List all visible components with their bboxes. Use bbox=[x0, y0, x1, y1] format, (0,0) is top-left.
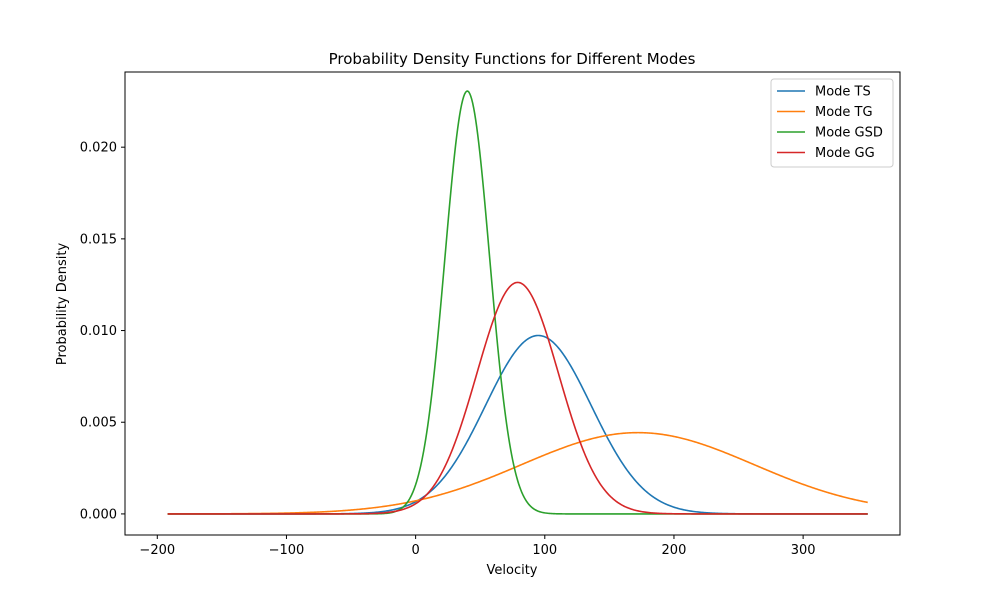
x-tick-label: −100 bbox=[269, 543, 305, 558]
plot-frame bbox=[124, 71, 901, 536]
series-line-mode-gg bbox=[167, 281, 868, 515]
plot-lines bbox=[167, 90, 868, 515]
legend-label: Mode GSD bbox=[815, 126, 883, 141]
x-tick-label: 300 bbox=[791, 543, 816, 558]
y-tick-label: 0.000 bbox=[80, 507, 117, 522]
legend-box bbox=[770, 78, 894, 168]
y-axis-title: Probability Density bbox=[55, 243, 70, 366]
legend-label: Mode TG bbox=[815, 105, 873, 120]
x-tick-label: 200 bbox=[662, 543, 687, 558]
legend-label: Mode GG bbox=[815, 146, 875, 161]
legend-items: Mode TS Mode TG Mode GSD Mode GG bbox=[777, 85, 883, 161]
y-axis: 0.000 0.005 0.010 0.015 0.020 bbox=[80, 141, 125, 522]
y-tick-label: 0.010 bbox=[80, 324, 117, 339]
legend: Mode TS Mode TG Mode GSD Mode GG bbox=[770, 78, 894, 168]
x-axis-title: Velocity bbox=[487, 563, 538, 578]
y-tick-label: 0.005 bbox=[80, 416, 117, 431]
x-tick-label: −200 bbox=[139, 543, 175, 558]
x-tick-label: 0 bbox=[411, 543, 419, 558]
y-tick-label: 0.015 bbox=[80, 232, 117, 247]
x-axis: −200 −100 0 100 200 300 bbox=[139, 535, 816, 558]
chart-title: Probability Density Functions for Differ… bbox=[329, 50, 696, 68]
y-tick-label: 0.020 bbox=[80, 141, 117, 156]
x-tick-label: 100 bbox=[532, 543, 557, 558]
legend-label: Mode TS bbox=[815, 85, 871, 100]
